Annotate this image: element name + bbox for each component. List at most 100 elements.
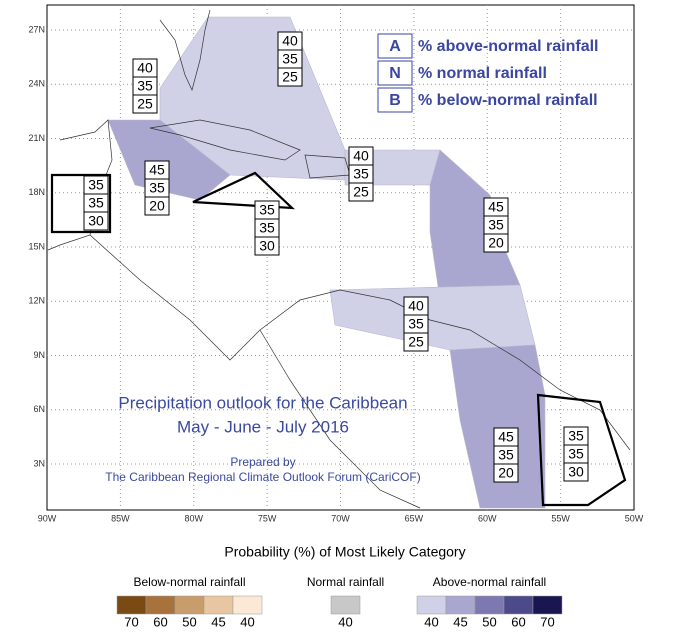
lon-label: 85W (111, 513, 130, 523)
probability: 25 (137, 96, 153, 112)
lat-label: 15N (28, 241, 45, 251)
cell-box (83, 211, 109, 231)
probability: 25 (408, 334, 424, 350)
probability: 45 (488, 199, 504, 215)
credit: The Caribbean Regional Climate Outlook F… (105, 470, 420, 484)
legend-value: 50 (182, 614, 196, 629)
key-letter: B (389, 92, 401, 109)
lon-label: 65W (405, 513, 424, 523)
probability: 30 (88, 213, 104, 229)
lon-label: 75W (258, 513, 277, 523)
coast (149, 119, 301, 161)
legend-group-label: Normal rainfall (307, 575, 384, 589)
probability: 35 (149, 180, 165, 196)
axis-labels: 90W 85W 80W 75W 70W 65W 60W 55W 50W 3N 6N 9N 12N 15N 1… (28, 24, 643, 523)
probability: 35 (137, 78, 153, 94)
lon-label: 90W (38, 513, 57, 523)
legend-swatch (416, 595, 447, 615)
probability: 20 (498, 465, 514, 481)
zone-outline (536, 393, 627, 507)
legend-swatch (532, 595, 563, 615)
probability: 35 (259, 202, 275, 218)
cell-box (348, 182, 374, 202)
key-box (377, 33, 413, 59)
probability: 25 (282, 69, 298, 85)
probability: 35 (568, 428, 584, 444)
legend-title: Probability (%) of Most Likely Category (224, 544, 465, 560)
region-labels: 40 35 25 40 35 25 45 35 20 35 35 30 35 35 30 40 35 25 45 35… (83, 31, 589, 483)
probability: 20 (149, 198, 165, 214)
legend-swatch (232, 595, 263, 615)
cell-box (254, 236, 280, 256)
legend-group-label: Above-normal rainfall (433, 575, 546, 589)
cell-box (132, 94, 158, 114)
probability: 35 (568, 446, 584, 462)
zone (107, 119, 231, 201)
coast (159, 9, 211, 92)
lat-label: 24N (28, 79, 45, 89)
key-text: % normal rainfall (418, 65, 547, 82)
lat-label: 9N (33, 350, 45, 360)
legend-swatch (145, 595, 176, 615)
lat-label: 3N (33, 458, 45, 468)
zone-outline (50, 173, 112, 234)
probability: 35 (353, 166, 369, 182)
legend-value: 40 (424, 614, 438, 629)
key-text: % below-normal rainfall (418, 92, 598, 109)
legend-swatch (445, 595, 476, 615)
map-title: Precipitation outlook for the Caribbean (118, 393, 407, 412)
probability: 30 (259, 238, 275, 254)
lat-label: 18N (28, 187, 45, 197)
cell-box (403, 332, 429, 352)
lon-label: 80W (184, 513, 203, 523)
coast (259, 329, 421, 509)
outlined-zones (50, 171, 627, 507)
legend-value: 45 (211, 614, 225, 629)
probability: 45 (498, 429, 514, 445)
probability: 35 (498, 447, 514, 463)
lat-label: 21N (28, 133, 45, 143)
probability: 40 (282, 33, 298, 49)
legend-value: 40 (240, 614, 254, 629)
zone (449, 344, 546, 509)
legend-swatch (330, 595, 361, 615)
probability: 40 (137, 60, 153, 76)
cell-box (277, 67, 303, 87)
zone-outline (192, 171, 295, 210)
probability: 40 (353, 148, 369, 164)
legend-value: 45 (453, 614, 467, 629)
probability: 35 (408, 316, 424, 332)
key-letter: A (389, 38, 401, 55)
probability: 45 (149, 162, 165, 178)
key-letter: N (389, 65, 401, 82)
legend-group-label: Below-normal rainfall (133, 575, 245, 589)
probability: 35 (488, 217, 504, 233)
probability: 35 (282, 51, 298, 67)
lon-label: 70W (331, 513, 350, 523)
probability: 35 (88, 195, 104, 211)
lon-label: 55W (551, 513, 570, 523)
key-box (377, 87, 413, 113)
lat-label: 27N (28, 24, 45, 34)
coast (89, 234, 631, 451)
cell-box (483, 233, 509, 253)
legend-value: 60 (153, 614, 167, 629)
probability: 40 (408, 298, 424, 314)
cell-box (493, 463, 519, 483)
lon-label: 50W (625, 513, 644, 523)
credit: Prepared by (230, 455, 295, 469)
probability: 35 (259, 220, 275, 236)
probability: 20 (488, 235, 504, 251)
legend-value: 50 (482, 614, 496, 629)
legend-swatch (116, 595, 147, 615)
lon-label: 60W (478, 513, 497, 523)
legend-swatch (503, 595, 534, 615)
lat-label: 12N (28, 296, 45, 306)
color-legend: Below-normal rainfall 70 60 50 45 40 Normal ra… (116, 575, 563, 629)
key-box (377, 60, 413, 86)
lat-label: 6N (33, 404, 45, 414)
probability: 25 (353, 184, 369, 200)
legend-swatch (174, 595, 205, 615)
category-key: A % above-normal rainfall N % normal rainfa… (377, 33, 599, 113)
